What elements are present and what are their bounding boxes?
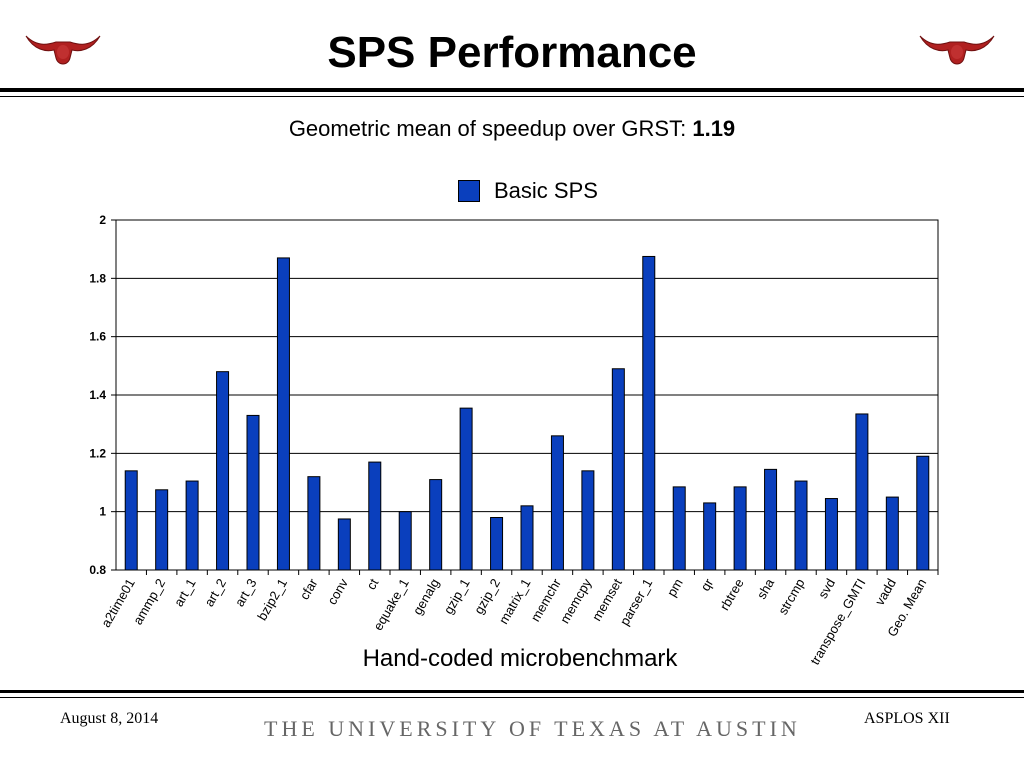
bar — [429, 479, 443, 571]
footer-conference: ASPLOS XII — [864, 710, 950, 727]
bar — [916, 455, 930, 571]
bar — [885, 496, 899, 571]
x-tick-label: strcmp — [775, 576, 807, 617]
bar — [459, 407, 473, 571]
bar — [398, 511, 412, 571]
footer-rule-thick — [0, 690, 1024, 693]
chart-subtitle: Geometric mean of speedup over GRST: 1.1… — [0, 116, 1024, 142]
bar — [307, 476, 321, 571]
x-tick-label: gzip_2 — [471, 576, 503, 617]
chart-legend: Basic SPS — [458, 178, 598, 204]
x-tick-label: cfar — [297, 575, 321, 602]
bar — [520, 505, 534, 571]
y-tick-label: 0.8 — [89, 563, 106, 577]
header-rule-thick — [0, 88, 1024, 92]
y-tick-label: 1.8 — [89, 271, 106, 285]
bar — [855, 413, 869, 571]
x-tick-label: sha — [754, 575, 778, 601]
page-title: SPS Performance — [327, 28, 697, 77]
bar — [824, 498, 838, 571]
legend-swatch — [458, 180, 480, 202]
bar — [337, 518, 351, 571]
bar — [490, 517, 504, 571]
footer-date: August 8, 2014 — [60, 710, 159, 727]
x-tick-label: art_2 — [201, 576, 229, 609]
bar — [368, 461, 382, 571]
bar — [764, 468, 778, 571]
x-tick-label: conv — [324, 576, 351, 608]
bar — [276, 257, 290, 571]
x-tick-label: qr — [697, 575, 716, 593]
footer-rule-thin — [0, 697, 1024, 698]
subtitle-text: Geometric mean of speedup over GRST: — [288, 116, 693, 141]
longhorn-logo-left — [25, 35, 101, 65]
bar — [581, 470, 595, 571]
bar — [642, 255, 656, 571]
bar — [672, 486, 686, 571]
y-tick-label: 2 — [99, 213, 106, 227]
header-rule-thin — [0, 96, 1024, 97]
bar — [550, 435, 564, 571]
y-tick-label: 1 — [99, 505, 106, 519]
x-axis-label: Hand-coded microbenchmark — [363, 645, 679, 672]
legend-label: Basic SPS — [494, 178, 598, 203]
bar — [794, 480, 808, 571]
bar — [124, 470, 138, 571]
x-tick-label: ct — [363, 576, 381, 593]
x-tick-label: art_3 — [232, 576, 260, 609]
x-tick-label: rbtree — [717, 576, 747, 613]
x-tick-label: pm — [664, 576, 686, 599]
bar — [611, 368, 625, 571]
x-tick-label: art_1 — [171, 576, 199, 609]
y-tick-label: 1.2 — [89, 446, 106, 460]
bar — [733, 486, 747, 571]
footer-university: THE UNIVERSITY OF TEXAS AT AUSTIN — [264, 716, 801, 741]
y-tick-label: 1.4 — [89, 388, 106, 402]
bar — [155, 489, 169, 571]
x-tick-label: svd — [815, 576, 838, 601]
bar — [703, 502, 717, 571]
bar — [246, 414, 260, 571]
bar — [185, 480, 199, 571]
longhorn-icon — [25, 35, 101, 65]
longhorn-logo-right — [919, 35, 995, 65]
y-tick-label: 1.6 — [89, 330, 106, 344]
x-tick-label: vadd — [872, 576, 899, 608]
longhorn-icon — [919, 35, 995, 65]
x-tick-label: bzip2_1 — [254, 576, 290, 623]
subtitle-value: 1.19 — [692, 116, 736, 141]
x-tick-label: gzip_1 — [441, 576, 473, 617]
x-tick-label: genalg — [410, 576, 443, 617]
bar — [216, 371, 230, 571]
